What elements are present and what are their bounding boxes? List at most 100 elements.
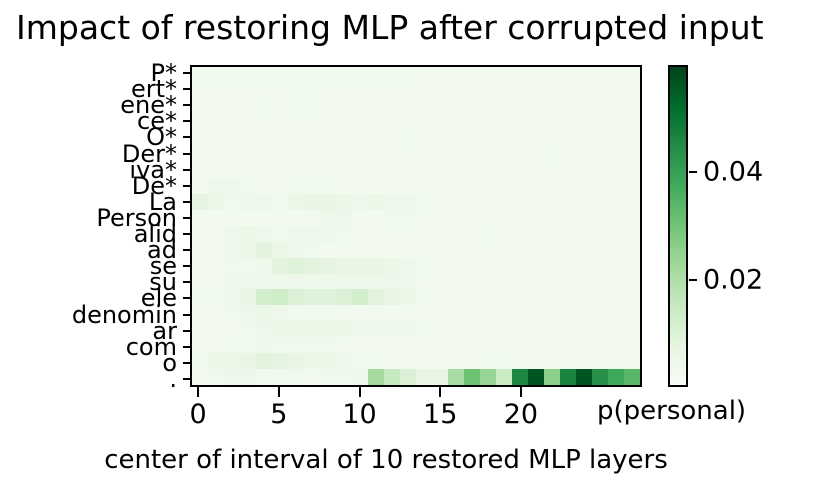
heatmap-cell xyxy=(464,241,480,258)
heatmap-grid xyxy=(192,67,640,385)
heatmap-cell xyxy=(480,162,496,179)
heatmap-cell xyxy=(608,210,624,226)
heatmap-cell xyxy=(272,257,288,274)
heatmap-cell xyxy=(304,225,320,242)
heatmap-cell xyxy=(592,194,608,211)
heatmap-row xyxy=(192,368,640,385)
heatmap-cell xyxy=(272,241,288,258)
heatmap-cell xyxy=(432,305,448,322)
y-token-label: o xyxy=(162,348,177,377)
heatmap-cell xyxy=(192,98,208,115)
heatmap-cell xyxy=(256,194,272,211)
heatmap-cell xyxy=(480,82,496,99)
heatmap-cell xyxy=(496,289,512,306)
heatmap-cell xyxy=(624,225,640,242)
y-token-label: iva* xyxy=(129,155,177,184)
heatmap-cell xyxy=(528,241,544,258)
heatmap-cell xyxy=(592,146,608,163)
heatmap-cell xyxy=(528,337,544,354)
heatmap-cell xyxy=(576,353,592,369)
heatmap-cell xyxy=(256,114,272,131)
heatmap-cell xyxy=(512,67,528,83)
heatmap-cell xyxy=(624,82,640,99)
heatmap-cell xyxy=(304,210,320,226)
heatmap-cell xyxy=(368,194,384,211)
heatmap-cell xyxy=(480,273,496,290)
heatmap-cell xyxy=(448,305,464,322)
heatmap-cell xyxy=(496,130,512,147)
heatmap-cell xyxy=(528,146,544,163)
heatmap-cell xyxy=(320,289,336,306)
heatmap-cell xyxy=(192,321,208,338)
heatmap-cell xyxy=(496,178,512,195)
y-token-label: La xyxy=(148,187,177,216)
heatmap-cell xyxy=(512,321,528,338)
heatmap-cell xyxy=(240,257,256,274)
heatmap-cell xyxy=(288,178,304,195)
heatmap-cell xyxy=(464,289,480,306)
heatmap-cell xyxy=(624,353,640,369)
heatmap-cell xyxy=(528,321,544,338)
heatmap-cell xyxy=(336,146,352,163)
heatmap-cell xyxy=(400,273,416,290)
heatmap-cell xyxy=(336,114,352,131)
heatmap-cell xyxy=(544,146,560,163)
heatmap-cell xyxy=(288,257,304,274)
heatmap-cell xyxy=(352,337,368,354)
heatmap-cell xyxy=(544,162,560,179)
heatmap-cell xyxy=(448,273,464,290)
heatmap-cell xyxy=(352,368,368,385)
heatmap-cell xyxy=(320,82,336,99)
heatmap-cell xyxy=(336,353,352,369)
y-tick-mark xyxy=(183,345,190,348)
heatmap-cell xyxy=(336,82,352,99)
heatmap-cell xyxy=(352,241,368,258)
heatmap-cell xyxy=(304,289,320,306)
heatmap-cell xyxy=(224,114,240,131)
heatmap-cell xyxy=(208,337,224,354)
heatmap-cell xyxy=(400,225,416,242)
heatmap-cell xyxy=(256,162,272,179)
heatmap-cell xyxy=(272,162,288,179)
heatmap-cell xyxy=(304,178,320,195)
heatmap-cell xyxy=(320,368,336,385)
heatmap-row xyxy=(192,178,640,195)
heatmap-cell xyxy=(384,321,400,338)
heatmap-cell xyxy=(416,146,432,163)
heatmap-cell xyxy=(304,321,320,338)
heatmap-cell xyxy=(592,337,608,354)
heatmap-cell xyxy=(256,289,272,306)
heatmap-cell xyxy=(576,98,592,115)
y-tick-mark xyxy=(183,329,190,332)
y-token-label: De* xyxy=(131,171,177,200)
heatmap-cell xyxy=(256,98,272,115)
heatmap-cell xyxy=(240,178,256,195)
heatmap-cell xyxy=(208,82,224,99)
heatmap-cell xyxy=(416,225,432,242)
heatmap-cell xyxy=(544,305,560,322)
heatmap-cell xyxy=(448,337,464,354)
heatmap-cell xyxy=(608,114,624,131)
heatmap-cell xyxy=(192,130,208,147)
heatmap-cell xyxy=(576,241,592,258)
heatmap-cell xyxy=(448,289,464,306)
heatmap-cell xyxy=(336,210,352,226)
heatmap-cell xyxy=(512,146,528,163)
heatmap-cell xyxy=(256,305,272,322)
heatmap-cell xyxy=(224,321,240,338)
heatmap-cell xyxy=(272,368,288,385)
heatmap-cell xyxy=(208,67,224,83)
heatmap-cell xyxy=(192,162,208,179)
heatmap-cell xyxy=(256,178,272,195)
x-tick-mark xyxy=(197,387,200,397)
heatmap-cell xyxy=(560,225,576,242)
heatmap-cell xyxy=(512,241,528,258)
heatmap-cell xyxy=(576,305,592,322)
x-tick-mark xyxy=(277,387,280,397)
y-tick-mark xyxy=(183,281,190,284)
x-tick-label: 0 xyxy=(189,399,207,430)
heatmap-cell xyxy=(384,82,400,99)
heatmap-cell xyxy=(240,194,256,211)
heatmap-cell xyxy=(368,305,384,322)
heatmap-cell xyxy=(272,225,288,242)
